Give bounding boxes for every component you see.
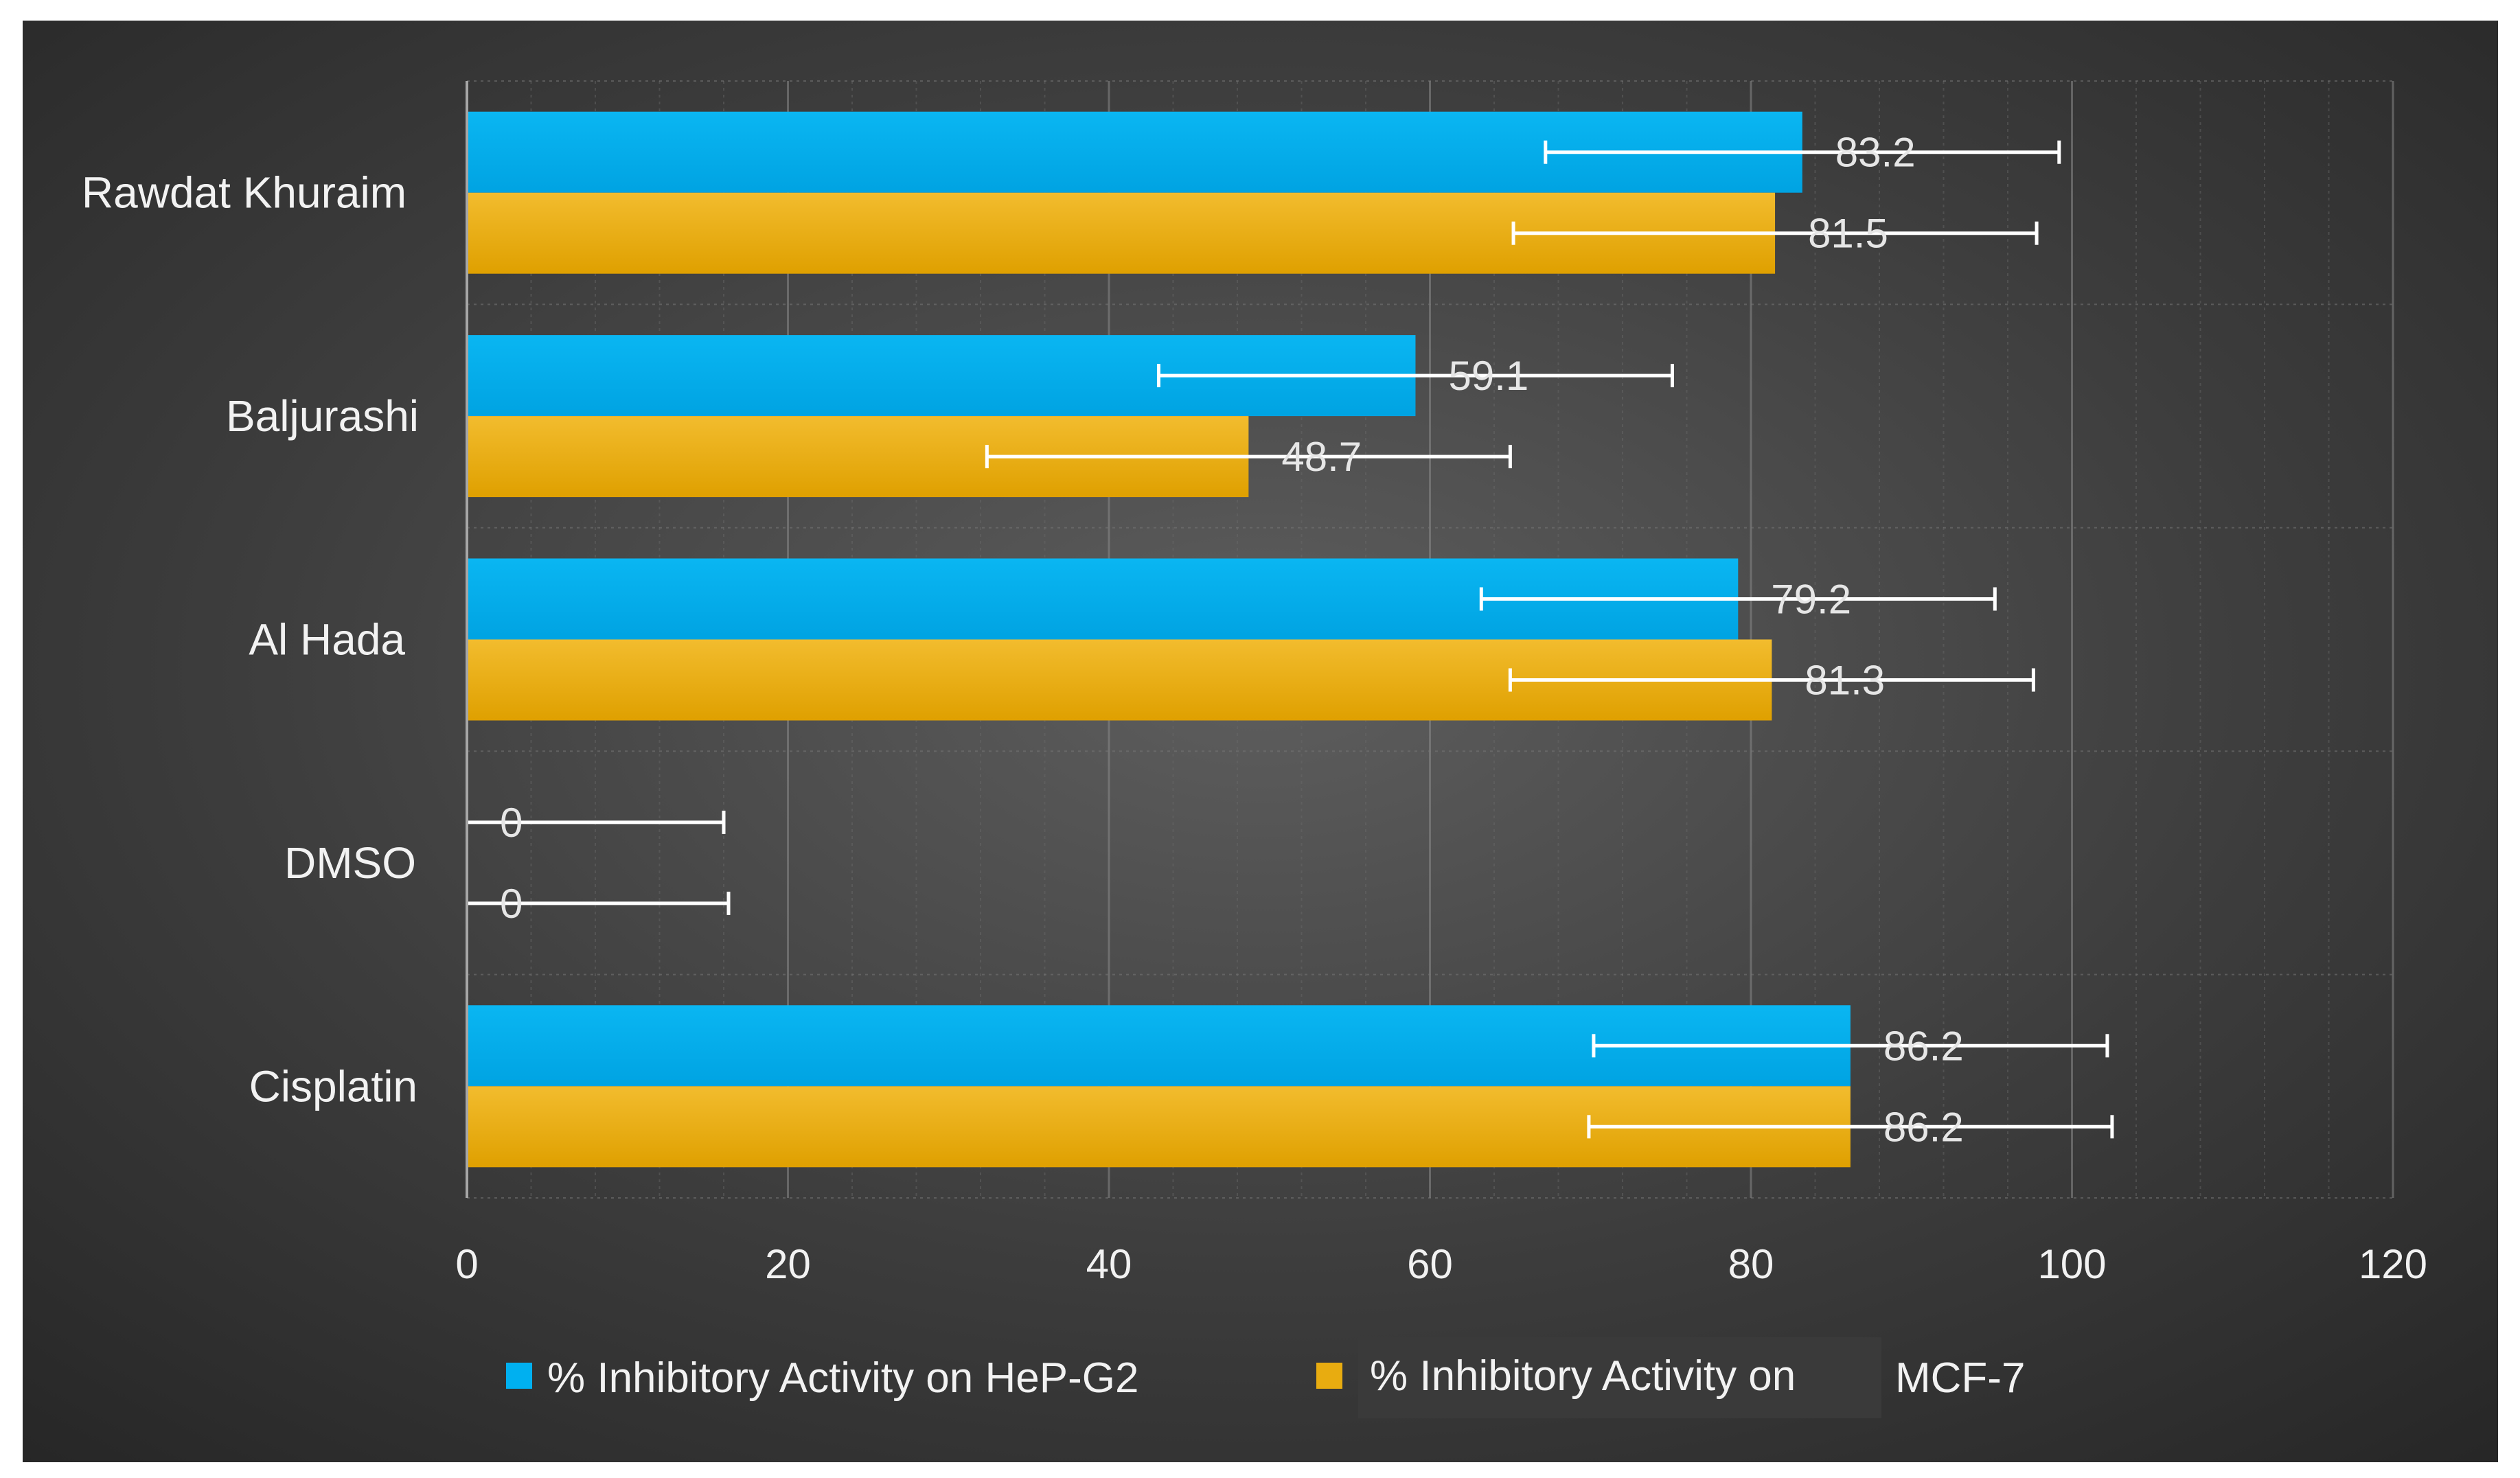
- data-label: 0: [500, 800, 523, 846]
- legend-swatch-hepg2: [506, 1363, 532, 1389]
- x-tick-label: 80: [1728, 1241, 1774, 1287]
- axes: 0 20 40 60 80 100 120 Rawdat Khuraim Baljurashi A…: [82, 81, 2427, 1287]
- data-label: 83.2: [1835, 130, 1916, 176]
- data-label: 81.5: [1808, 211, 1888, 257]
- legend-swatch-mcf7: [1316, 1363, 1342, 1389]
- data-label: 81.3: [1805, 658, 1885, 704]
- data-label: 86.2: [1883, 1023, 1964, 1069]
- category-label: Baljurashi: [226, 391, 419, 441]
- x-tick-label: 60: [1407, 1241, 1453, 1287]
- data-label: 79.2: [1771, 577, 1851, 623]
- legend: % Inhibitory Activity on HeP-G2 % Inhibi…: [506, 1337, 2025, 1418]
- legend-label-highlight: [1358, 1337, 1881, 1418]
- category-label: DMSO: [284, 838, 416, 888]
- error-bars: [467, 140, 2114, 1139]
- data-label: 0: [500, 881, 523, 927]
- category-label: Cisplatin: [249, 1061, 417, 1111]
- data-label: 86.2: [1883, 1104, 1964, 1150]
- data-label: 59.1: [1448, 353, 1528, 399]
- bars: [467, 111, 1851, 1168]
- legend-label-hepg2: % Inhibitory Activity on HeP-G2: [547, 1354, 1138, 1402]
- legend-label-mcf7-part2: MCF-7: [1895, 1354, 2025, 1402]
- x-tick-label: 0: [455, 1241, 478, 1287]
- x-tick-label: 20: [765, 1241, 811, 1287]
- legend-label-mcf7-part1: % Inhibitory Activity on: [1370, 1352, 1796, 1400]
- data-label: 48.7: [1281, 434, 1362, 480]
- x-tick-label: 100: [2037, 1241, 2106, 1287]
- data-labels: 83.2 59.1 79.2 0 86.2 81.5 48.7 81.3 0 86.2: [500, 130, 1964, 1151]
- x-tick-label: 120: [2359, 1241, 2427, 1287]
- x-tick-label: 40: [1086, 1241, 1132, 1287]
- category-label: Al Hada: [249, 615, 405, 665]
- category-label: Rawdat Khuraim: [82, 168, 406, 218]
